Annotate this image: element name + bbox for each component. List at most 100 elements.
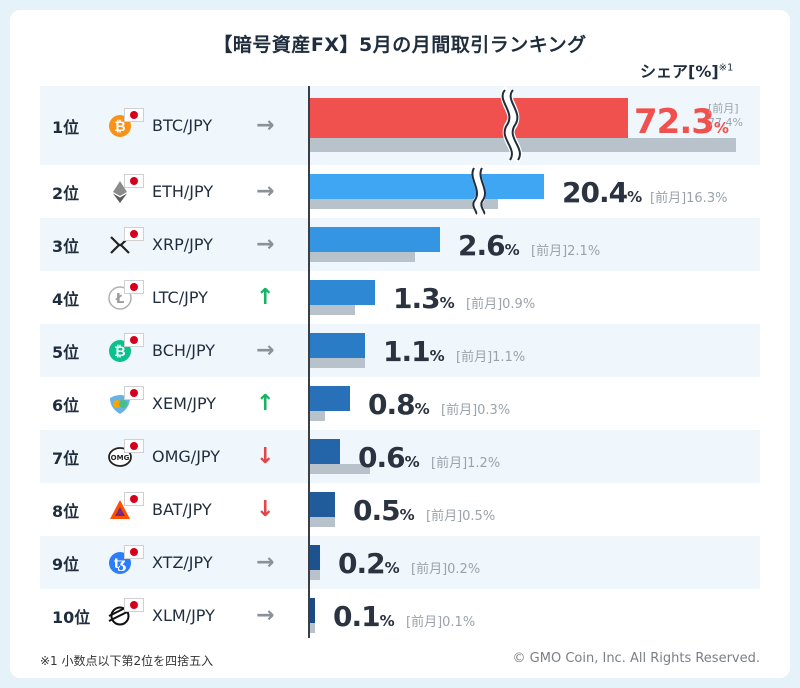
- pair-label: BCH/JPY: [152, 341, 216, 360]
- rank-label: 10位: [52, 607, 91, 627]
- bar-previous-ltc: [310, 305, 355, 315]
- svg-text:Ł: Ł: [115, 292, 124, 307]
- japan-flag-icon: [124, 492, 144, 506]
- chart-title: 【暗号資産FX】5月の月間取引ランキング: [213, 34, 587, 56]
- value-number: 0.6: [358, 441, 406, 474]
- trend-same-icon: →: [256, 113, 275, 138]
- trend-same-icon: →: [256, 179, 275, 204]
- value-label-xlm: 0.1%: [333, 600, 395, 633]
- bar-previous-omg: [310, 464, 370, 474]
- pair-label: ETH/JPY: [152, 182, 214, 201]
- bar-previous-xem: [310, 411, 325, 421]
- trend-down-icon: ↓: [256, 444, 275, 469]
- value-label-xrp: 2.6%: [458, 229, 520, 262]
- bar-previous-bat: [310, 517, 335, 527]
- ranking-row-omg: 7位 OMG OMG/JPY ↓: [40, 430, 760, 483]
- value-label-btc: 72.3%: [634, 102, 729, 142]
- japan-flag-icon: [124, 386, 144, 400]
- value-number: 1.1: [383, 335, 431, 368]
- value-number: 0.1: [333, 600, 381, 633]
- ranking-row-xem: 6位 XEM/JPY ↑: [40, 377, 760, 430]
- rank-label: 2位: [52, 183, 80, 203]
- ranking-row-xtz: 9位 ꜩ XTZ/JPY →: [40, 536, 760, 589]
- svg-text:OMG: OMG: [111, 454, 130, 462]
- value-percent-sign: %: [627, 188, 643, 206]
- japan-flag-icon: [124, 174, 144, 188]
- rank-label: 1位: [52, 117, 80, 137]
- ranking-row-eth: 2位 ETH/JPY →: [40, 165, 760, 218]
- value-number: 0.8: [368, 388, 416, 421]
- japan-flag-icon: [124, 108, 144, 122]
- pair-label: XTZ/JPY: [152, 553, 213, 572]
- value-number: 20.4: [562, 176, 628, 209]
- value-number: 2.6: [458, 229, 506, 262]
- rank-label: 5位: [52, 342, 80, 362]
- trend-same-icon: →: [256, 232, 275, 257]
- bar-current-bat: [310, 492, 335, 517]
- rank-label: 3位: [52, 236, 80, 256]
- prev-label-xrp: [前月]2.1%: [531, 244, 601, 259]
- value-label-ltc: 1.3%: [393, 282, 455, 315]
- value-percent-sign: %: [439, 294, 455, 312]
- ranking-row-bch: 5位 ₿ BCH/JPY →: [40, 324, 760, 377]
- japan-flag-icon: [124, 545, 144, 559]
- ranking-row-ltc: 4位 Ł LTC/JPY ↑: [40, 271, 760, 324]
- svg-text:₿: ₿: [114, 344, 125, 360]
- value-label-eth: 20.4%: [562, 176, 642, 209]
- ranking-row-bat: 8位 BAT/JPY ↓: [40, 483, 760, 536]
- bar-previous-bch: [310, 358, 365, 368]
- japan-flag-icon: [124, 227, 144, 241]
- svg-text:₿: ₿: [114, 119, 125, 135]
- japan-flag-icon: [124, 598, 144, 612]
- value-label-bch: 1.1%: [383, 335, 445, 368]
- pair-label: XLM/JPY: [152, 606, 215, 625]
- value-label-omg: 0.6%: [358, 441, 420, 474]
- nem-icon: [108, 392, 132, 416]
- value-percent-sign: %: [399, 506, 415, 524]
- bar-current-xrp: [310, 227, 440, 252]
- value-percent-sign: %: [379, 612, 395, 630]
- pair-label: OMG/JPY: [152, 447, 220, 466]
- pair-label: BTC/JPY: [152, 116, 213, 135]
- ethereum-icon: [108, 180, 132, 204]
- prev-label-ltc: [前月]0.9%: [466, 297, 536, 312]
- pair-label: XEM/JPY: [152, 394, 217, 413]
- bar-current-ltc: [310, 280, 375, 305]
- copyright: © GMO Coin, Inc. All Rights Reserved.: [512, 651, 760, 666]
- bar-current-bch: [310, 333, 365, 358]
- prev-label-eth: [前月]16.3%: [650, 191, 728, 206]
- rank-label: 4位: [52, 289, 80, 309]
- value-number: 0.2: [338, 547, 386, 580]
- bar-current-omg: [310, 439, 340, 464]
- ranking-row-xlm: 10位 XLM/JPY →: [40, 589, 760, 642]
- value-label-xem: 0.8%: [368, 388, 430, 421]
- japan-flag-icon: [124, 280, 144, 294]
- pair-label: XRP/JPY: [152, 235, 213, 254]
- value-percent-sign: %: [429, 347, 445, 365]
- bat-icon: [108, 498, 132, 522]
- bar-current-xlm: [310, 598, 315, 623]
- pair-label: LTC/JPY: [152, 288, 208, 307]
- prev-label-btc: [前月] 77.4%: [708, 102, 743, 130]
- rank-label: 8位: [52, 501, 80, 521]
- chart-axis-line: [308, 86, 310, 638]
- prev-label-bch: [前月]1.1%: [456, 350, 526, 365]
- value-number: 72.3: [634, 102, 715, 142]
- bar-current-xem: [310, 386, 350, 411]
- bar-previous-xlm: [310, 623, 315, 633]
- bar-current-btc: [310, 98, 628, 138]
- value-percent-sign: %: [504, 241, 520, 259]
- prev-label-xem: [前月]0.3%: [441, 403, 511, 418]
- value-percent-sign: %: [404, 453, 420, 471]
- japan-flag-icon: [124, 333, 144, 347]
- prev-month-value: 77.4%: [708, 116, 743, 129]
- bar-current-xtz: [310, 545, 320, 570]
- prev-label-bat: [前月]0.5%: [426, 509, 496, 524]
- bar-previous-btc: [310, 138, 736, 152]
- footnote: ※1 小数点以下第2位を四捨五入: [40, 654, 214, 668]
- trend-same-icon: →: [256, 550, 275, 575]
- trend-down-icon: ↓: [256, 497, 275, 522]
- prev-label-omg: [前月]1.2%: [431, 456, 501, 471]
- value-percent-sign: %: [713, 119, 729, 137]
- value-percent-sign: %: [414, 400, 430, 418]
